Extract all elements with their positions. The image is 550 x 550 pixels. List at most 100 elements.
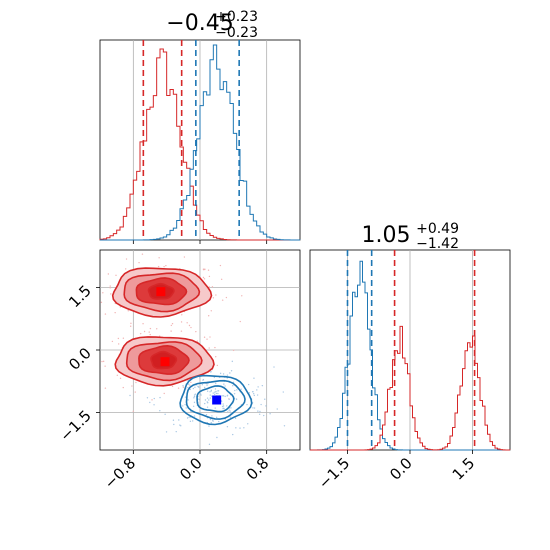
title-parameter-1: −0.45 (166, 11, 233, 36)
scatter-point (117, 343, 120, 345)
scatter-point (153, 404, 155, 406)
scatter-point (182, 385, 184, 387)
scatter-point (213, 393, 216, 396)
scatter-point (129, 394, 131, 397)
scatter-point (157, 265, 160, 268)
scatter-point (196, 340, 199, 342)
scatter-point (143, 330, 146, 333)
scatter-point (232, 385, 234, 387)
scatter-point (188, 416, 190, 418)
scatter-point (206, 397, 209, 399)
scatter-point (251, 391, 254, 393)
blue-histogram (309, 260, 510, 451)
scatter-point (193, 397, 195, 399)
scatter-point (191, 420, 194, 422)
scatter-point (180, 330, 183, 332)
scatter-point (232, 433, 234, 436)
x-tick-label: 0.0 (386, 454, 416, 484)
scatter-point (189, 420, 192, 423)
joint-y-ticks: 1.5 0.0 −1.5 (56, 282, 100, 445)
scatter-point (199, 411, 201, 413)
marginal-1-quantile-lines (142, 40, 240, 240)
scatter-point (115, 274, 117, 277)
scatter-point (221, 299, 224, 301)
scatter-point (148, 331, 150, 333)
blue-contour (179, 374, 253, 426)
scatter-point (208, 286, 211, 288)
scatter-point (241, 295, 243, 297)
scatter-point (203, 278, 206, 280)
scatter-point (230, 370, 233, 372)
scatter-point (101, 360, 103, 363)
scatter-point (132, 410, 135, 412)
scatter-point (177, 387, 180, 389)
scatter-point (170, 330, 172, 332)
scatter-point (247, 383, 250, 386)
scatter-point (141, 253, 144, 255)
scatter-point (229, 416, 232, 418)
scatter-point (171, 323, 174, 325)
scatter-point (211, 286, 214, 288)
y-tick-label: 0.0 (65, 344, 95, 374)
joint-markers (156, 287, 222, 405)
scatter-point (224, 395, 226, 398)
scatter-point (273, 366, 275, 368)
scatter-point (208, 347, 210, 349)
scatter-point (215, 416, 218, 419)
marginal-1-grid (132, 40, 268, 244)
scatter-point (138, 261, 140, 264)
x-tick-label: 1.5 (449, 454, 479, 484)
marginal-1-histograms (99, 44, 301, 241)
scatter-point (257, 410, 259, 412)
scatter-point (102, 360, 105, 363)
scatter-point (164, 413, 166, 416)
scatter-point (149, 401, 151, 404)
scatter-point (226, 374, 229, 376)
scatter-point (192, 387, 195, 390)
scatter-point (209, 418, 212, 421)
scatter-point (226, 426, 229, 428)
scatter-point (265, 405, 267, 407)
blue-marker (212, 395, 222, 405)
scatter-point (239, 320, 241, 323)
scatter-point (193, 394, 196, 396)
scatter-point (100, 301, 103, 304)
scatter-point (215, 392, 218, 395)
scatter-point (195, 330, 197, 333)
scatter-point (109, 285, 111, 287)
scatter-point (229, 412, 232, 414)
red-marker (156, 287, 166, 297)
scatter-point (211, 419, 214, 421)
scatter-point (236, 389, 238, 391)
scatter-point (224, 385, 226, 387)
scatter-point (246, 403, 248, 406)
scatter-point (214, 407, 216, 409)
scatter-point (217, 390, 219, 392)
scatter-point (207, 269, 210, 271)
title-1-value: −0.45 (166, 11, 233, 36)
scatter-point (215, 294, 217, 296)
scatter-point (231, 360, 234, 363)
scatter-point (263, 414, 265, 417)
scatter-point (208, 425, 210, 427)
scatter-point (125, 258, 128, 260)
scatter-point (235, 398, 238, 400)
scatter-point (173, 423, 175, 426)
scatter-point (260, 403, 262, 406)
scatter-point (253, 394, 256, 397)
x-tick-label: −0.8 (101, 454, 139, 492)
scatter-point (226, 394, 229, 397)
scatter-point (104, 387, 107, 389)
scatter-point (214, 391, 216, 393)
scatter-point (252, 407, 254, 409)
scatter-point (203, 386, 206, 389)
scatter-point (146, 397, 149, 399)
scatter-point (179, 424, 181, 426)
marginal-2-grid (347, 250, 473, 450)
scatter-point (228, 398, 230, 400)
scatter-point (188, 383, 190, 385)
scatter-point (202, 276, 205, 279)
scatter-point (261, 384, 264, 387)
marginal-2-histograms (309, 260, 511, 451)
